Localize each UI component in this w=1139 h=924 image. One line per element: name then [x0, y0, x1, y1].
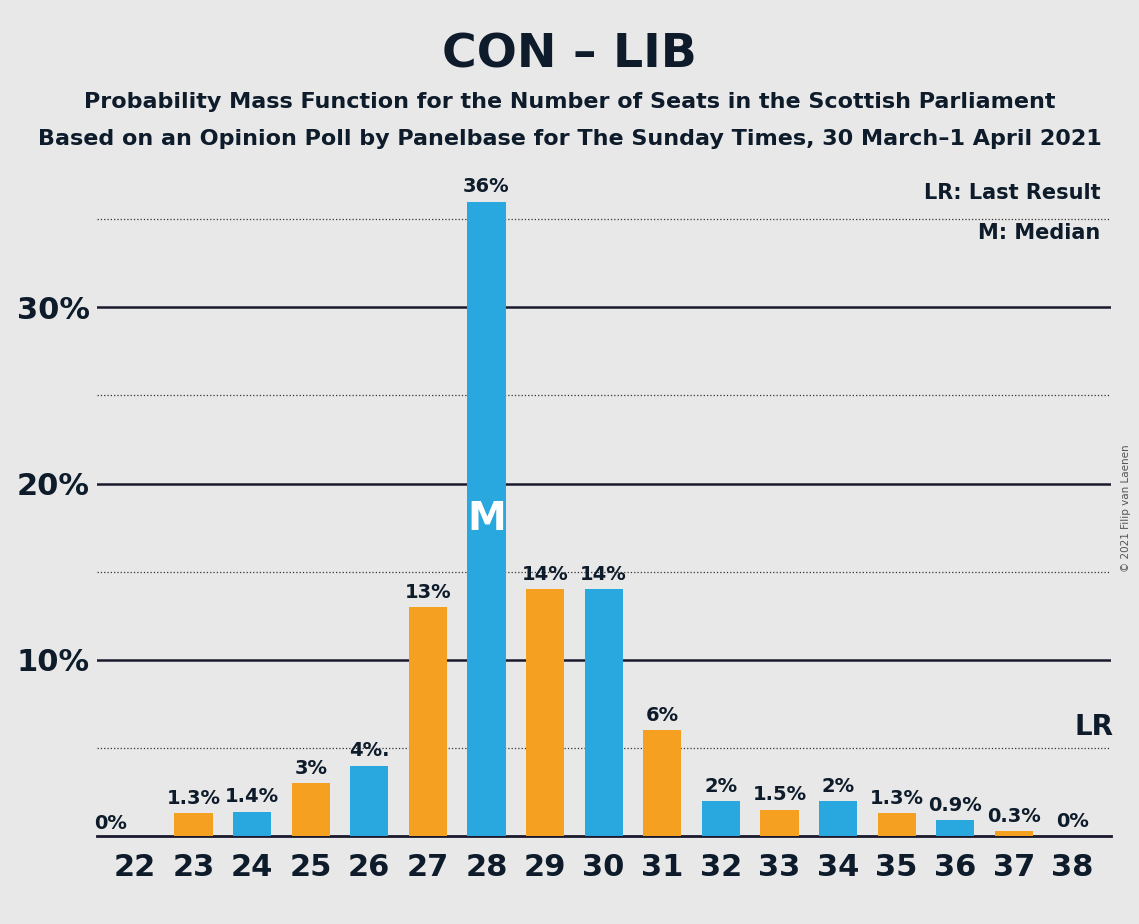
Text: 2%: 2%	[704, 777, 737, 796]
Bar	[409, 607, 446, 836]
Bar	[878, 813, 916, 836]
Bar	[702, 801, 740, 836]
Text: 14%: 14%	[580, 565, 628, 584]
Bar	[936, 821, 974, 836]
Text: 3%: 3%	[294, 759, 327, 778]
Bar	[292, 784, 329, 836]
Text: M: Median: M: Median	[978, 224, 1100, 243]
Bar	[351, 766, 388, 836]
Bar	[467, 201, 506, 836]
Text: Based on an Opinion Poll by Panelbase for The Sunday Times, 30 March–1 April 202: Based on an Opinion Poll by Panelbase fo…	[38, 129, 1101, 150]
Text: 0%: 0%	[1056, 812, 1089, 831]
Text: 0%: 0%	[93, 814, 126, 833]
Bar	[994, 831, 1033, 836]
Text: CON – LIB: CON – LIB	[442, 32, 697, 78]
Bar	[526, 590, 564, 836]
Text: M: M	[467, 500, 506, 538]
Text: 1.3%: 1.3%	[166, 789, 221, 808]
Text: 1.3%: 1.3%	[870, 789, 924, 808]
Bar	[819, 801, 858, 836]
Bar	[761, 809, 798, 836]
Text: 1.5%: 1.5%	[753, 785, 806, 805]
Text: 6%: 6%	[646, 706, 679, 725]
Text: 4%.: 4%.	[349, 741, 390, 760]
Text: 14%: 14%	[522, 565, 568, 584]
Text: LR: LR	[1074, 713, 1114, 741]
Bar	[584, 590, 623, 836]
Text: 13%: 13%	[404, 583, 451, 602]
Text: 36%: 36%	[464, 177, 510, 196]
Bar	[644, 731, 681, 836]
Bar	[233, 811, 271, 836]
Text: 0.9%: 0.9%	[928, 796, 982, 815]
Bar	[174, 813, 213, 836]
Text: 1.4%: 1.4%	[226, 787, 279, 807]
Text: © 2021 Filip van Laenen: © 2021 Filip van Laenen	[1121, 444, 1131, 572]
Text: LR: Last Result: LR: Last Result	[924, 183, 1100, 203]
Text: 2%: 2%	[821, 777, 854, 796]
Text: Probability Mass Function for the Number of Seats in the Scottish Parliament: Probability Mass Function for the Number…	[84, 92, 1055, 113]
Text: 0.3%: 0.3%	[988, 807, 1041, 826]
